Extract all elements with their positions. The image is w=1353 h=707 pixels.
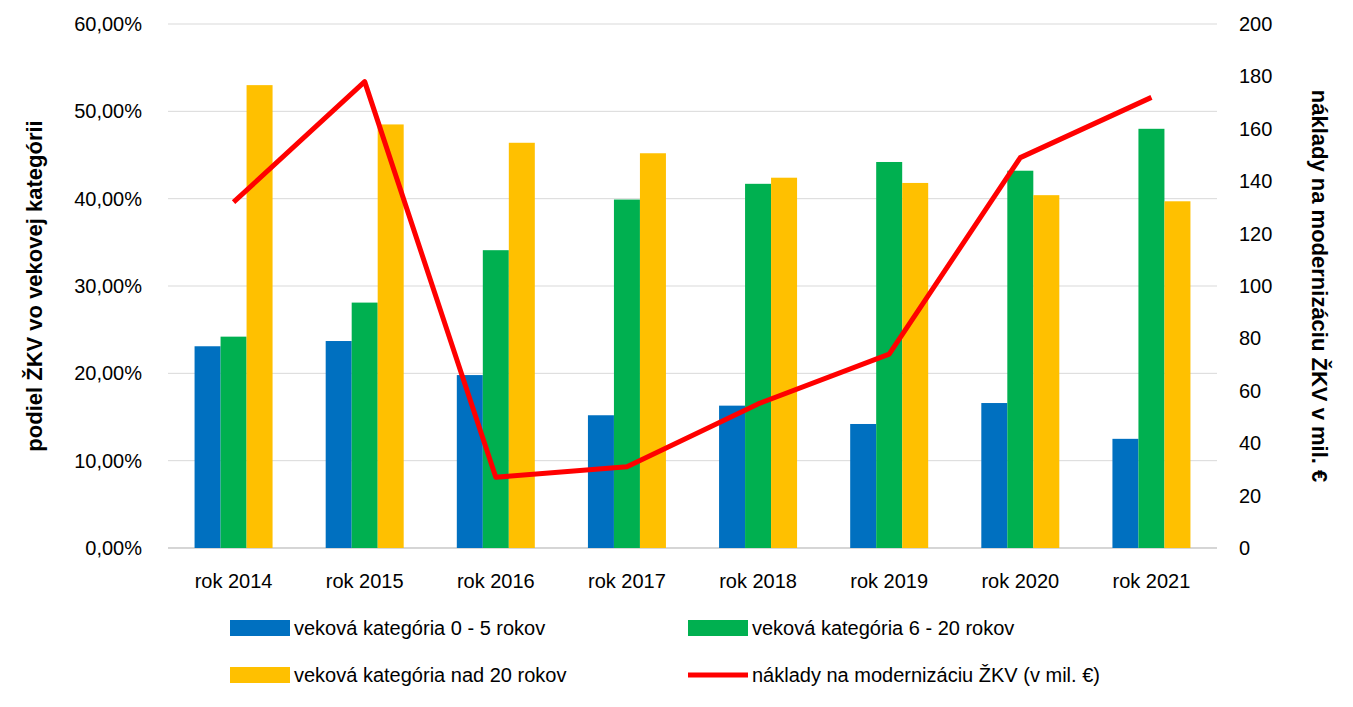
- bar: [771, 178, 797, 548]
- y-tick-label: 30,00%: [74, 275, 142, 297]
- legend-label: náklady na modernizáciu ŽKV (v mil. €): [752, 664, 1100, 686]
- y2-tick-label: 20: [1239, 485, 1261, 507]
- legend-swatch: [688, 673, 748, 678]
- y-tick-label: 10,00%: [74, 450, 142, 472]
- bar: [588, 415, 614, 548]
- y-tick-label: 0,00%: [85, 537, 142, 559]
- y-tick-label: 20,00%: [74, 362, 142, 384]
- grid-line: [168, 548, 1217, 549]
- bar: [640, 153, 666, 548]
- y2-tick-label: 60: [1239, 380, 1261, 402]
- grid-line: [168, 373, 1217, 374]
- y2-tick-label: 160: [1239, 118, 1272, 140]
- legend-label: veková kategória nad 20 rokov: [294, 664, 566, 686]
- legend-label: veková kategória 0 - 5 rokov: [294, 617, 545, 639]
- bar: [1007, 171, 1033, 548]
- grid-line: [168, 198, 1217, 199]
- grid-line: [168, 111, 1217, 112]
- bar: [614, 200, 640, 548]
- bar: [247, 85, 273, 548]
- x-tick-label: rok 2020: [981, 570, 1059, 592]
- bar: [981, 403, 1007, 548]
- bar: [719, 406, 745, 548]
- grid-line: [168, 460, 1217, 461]
- bar: [509, 143, 535, 548]
- bar: [745, 184, 771, 548]
- chart: 0,00% 10,00% 20,00% 30,00% 40,00% 50,00% 60,00…: [0, 0, 1353, 707]
- y2-tick-label: 140: [1239, 170, 1272, 192]
- bar: [1112, 439, 1138, 548]
- bar: [1033, 195, 1059, 548]
- x-tick-label: rok 2015: [326, 570, 404, 592]
- y-tick-label: 50,00%: [74, 100, 142, 122]
- x-axis-line: [168, 548, 1217, 549]
- bar: [902, 183, 928, 548]
- x-tick-label: rok 2018: [719, 570, 797, 592]
- plot-marks: [195, 82, 1191, 548]
- bar: [352, 303, 378, 548]
- grid-line: [168, 24, 1217, 25]
- y-axis-title: podiel ŽKV vo vekovej kategórii: [22, 120, 47, 451]
- legend-swatch: [230, 667, 290, 683]
- y2-tick-label: 40: [1239, 432, 1261, 454]
- bar: [195, 346, 221, 548]
- line: [234, 82, 1152, 478]
- legend-swatch: [688, 620, 748, 636]
- y2-tick-label: 0: [1239, 537, 1250, 559]
- y2-tick-label: 80: [1239, 327, 1261, 349]
- legend-swatch: [230, 620, 290, 636]
- y2-tick-label: 100: [1239, 275, 1272, 297]
- x-tick-label: rok 2021: [1113, 570, 1191, 592]
- x-tick-label: rok 2016: [457, 570, 535, 592]
- y-tick-label: 40,00%: [74, 188, 142, 210]
- y2-tick-label: 200: [1239, 13, 1272, 35]
- y2-tick-label: 120: [1239, 223, 1272, 245]
- x-tick-label: rok 2019: [850, 570, 928, 592]
- bar: [326, 341, 352, 548]
- y2-axis-title: náklady na modernizáciu ŽKV v mil. €: [1307, 90, 1332, 482]
- x-tick-label: rok 2017: [588, 570, 666, 592]
- bar: [221, 337, 247, 548]
- bar: [483, 250, 509, 548]
- y-tick-label: 60,00%: [74, 13, 142, 35]
- legend-label: veková kategória 6 - 20 rokov: [752, 617, 1014, 639]
- bar: [850, 424, 876, 548]
- y2-tick-label: 180: [1239, 65, 1272, 87]
- grid-line: [168, 286, 1217, 287]
- bar: [1164, 201, 1190, 548]
- bar: [1138, 129, 1164, 548]
- x-tick-label: rok 2014: [195, 570, 273, 592]
